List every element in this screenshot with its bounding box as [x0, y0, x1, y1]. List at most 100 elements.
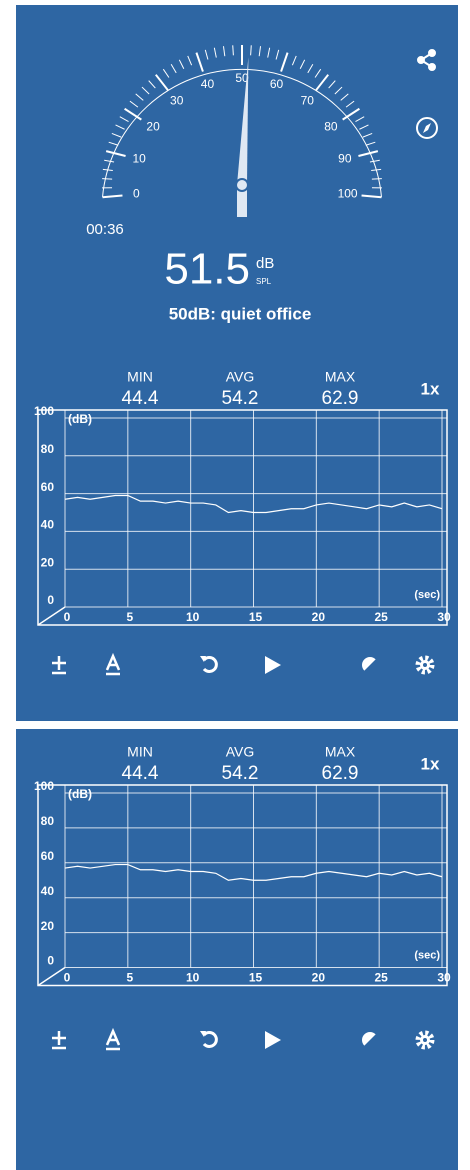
theme-icon[interactable] — [362, 657, 379, 674]
gauge-minor-tick — [222, 46, 226, 57]
gauge-minor-tick — [291, 55, 297, 66]
share-icon[interactable] — [417, 49, 436, 71]
gauge-minor-tick — [315, 74, 329, 92]
level-description: 50dB: quiet office — [169, 304, 312, 323]
x-tick-label: 5 — [126, 971, 133, 985]
gauge-minor-tick — [155, 74, 169, 92]
y-tick-label: 40 — [41, 884, 55, 898]
gauge-minor-tick — [178, 59, 185, 69]
stat-value: 54.2 — [222, 763, 259, 784]
gauge-minor-tick — [334, 86, 343, 95]
stat-label: MIN — [127, 744, 153, 760]
gauge-minor-tick — [250, 45, 252, 56]
toolbar — [52, 652, 435, 676]
x-tick-label: 20 — [312, 610, 326, 624]
gauge-minor-tick — [204, 49, 209, 60]
gauge-label: 30 — [170, 94, 184, 108]
noise-line — [64, 494, 443, 514]
y-tick-label: 0 — [47, 593, 54, 607]
needle-base — [237, 185, 247, 217]
y-tick-label: 60 — [41, 849, 55, 863]
gauge-minor-tick — [141, 86, 150, 95]
stat-label: MIN — [127, 369, 153, 385]
x-tick-label: 15 — [249, 971, 263, 985]
gauge-minor-tick — [345, 100, 355, 108]
gauge-minor-tick — [148, 80, 156, 89]
theme-icon[interactable] — [362, 1032, 379, 1049]
calibrate-icon[interactable] — [52, 656, 66, 675]
x-tick-label: 5 — [126, 610, 133, 624]
reading-unit: dB — [256, 255, 274, 272]
compass-icon[interactable] — [416, 117, 438, 139]
gauge-minor-tick — [105, 150, 126, 157]
reading-unit-sub: SPL — [256, 277, 272, 286]
gauge-minor-tick — [280, 52, 289, 72]
y-tick-label: 100 — [34, 779, 54, 793]
stat-label: MAX — [325, 744, 356, 760]
gauge-minor-tick — [170, 63, 177, 74]
panel-top-bg — [16, 5, 458, 721]
gauge-minor-tick — [115, 124, 125, 130]
x-unit: (sec) — [414, 949, 440, 961]
x-tick-label: 30 — [437, 971, 451, 985]
gauge-label: 90 — [338, 152, 352, 166]
speed[interactable]: 1x — [421, 754, 440, 773]
y-tick-label: 20 — [41, 919, 55, 933]
gauge-minor-tick — [111, 132, 122, 138]
gauge-label: 10 — [132, 152, 146, 166]
x-tick-label: 20 — [312, 971, 326, 985]
stat-label: MAX — [325, 369, 356, 385]
gauge-label: 40 — [201, 77, 215, 91]
gauge-label: 100 — [338, 186, 358, 200]
gauge-minor-tick — [365, 141, 376, 146]
y-tick-label: 40 — [41, 518, 55, 532]
gauge-label: 80 — [324, 119, 338, 133]
gauge-label: 60 — [270, 77, 284, 91]
gauge-minor-tick — [104, 159, 115, 163]
gauge-label: 20 — [146, 119, 160, 133]
reading: 51.5 — [164, 245, 250, 294]
reset-icon[interactable] — [200, 656, 218, 673]
settings-icon[interactable] — [415, 1030, 435, 1050]
y-unit: (dB) — [68, 787, 92, 801]
x-tick-label: 10 — [186, 610, 200, 624]
x-unit: (sec) — [414, 589, 440, 601]
play-icon[interactable] — [265, 656, 281, 674]
gauge-minor-tick — [275, 49, 280, 60]
speed[interactable]: 1x — [421, 379, 440, 398]
gauge-minor-tick — [195, 52, 204, 72]
y-tick-label: 100 — [34, 404, 54, 418]
play-icon[interactable] — [265, 1031, 281, 1049]
y-tick-label: 60 — [41, 480, 55, 494]
gauge-arc — [102, 68, 382, 198]
gauge-minor-tick — [119, 116, 129, 123]
gauge-minor-tick — [328, 80, 336, 89]
x-tick-label: 30 — [437, 610, 451, 624]
gauge-label: 50 — [235, 71, 249, 85]
gauge-label: 0 — [133, 186, 140, 200]
settings-icon[interactable] — [415, 655, 435, 675]
stat-value: 54.2 — [222, 388, 259, 409]
gauge-minor-tick — [314, 68, 322, 78]
calibrate-icon[interactable] — [52, 1031, 66, 1050]
gauge-minor-tick — [340, 93, 349, 101]
gauge-minor-tick — [361, 194, 382, 199]
gauge-minor-tick — [299, 59, 306, 69]
y-tick-label: 80 — [41, 814, 55, 828]
stat-label: AVG — [226, 369, 255, 385]
stat-value: 44.4 — [122, 388, 159, 409]
weighting-icon[interactable] — [105, 1027, 121, 1051]
noise-line — [64, 863, 443, 881]
gauge-minor-tick — [267, 47, 271, 58]
gauge-minor-tick — [362, 132, 373, 138]
x-tick-label: 25 — [374, 610, 388, 624]
weighting-icon[interactable] — [105, 652, 121, 676]
panel-bottom-bg — [16, 729, 458, 1170]
gauge-minor-tick — [129, 100, 139, 108]
gauge-minor-tick — [102, 194, 123, 199]
reset-icon[interactable] — [200, 1031, 218, 1048]
gauge-minor-tick — [307, 63, 314, 74]
graph-frame — [37, 784, 448, 987]
gauge-minor-tick — [358, 150, 379, 157]
gauge-minor-tick — [213, 47, 217, 58]
